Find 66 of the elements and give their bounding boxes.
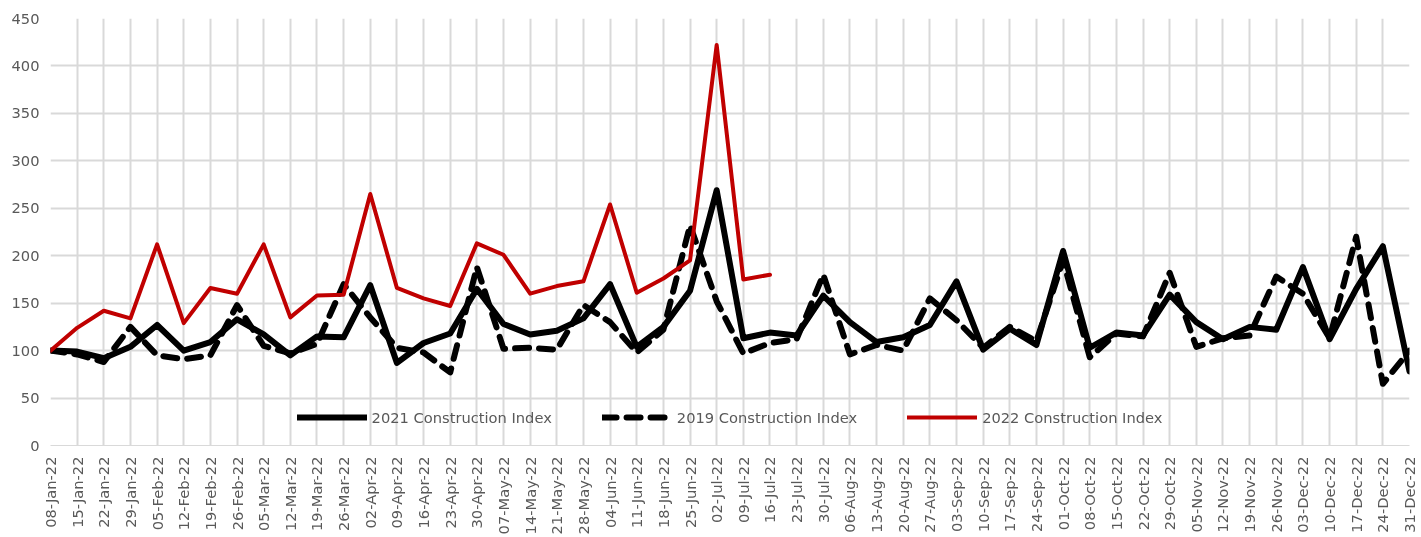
x-tick-label: 30-Jul-22	[814, 456, 832, 523]
y-tick-label: 450	[11, 9, 40, 27]
x-tick-label: 11-Jun-22	[628, 456, 646, 529]
x-tick-label: 13-Aug-22	[868, 456, 886, 533]
x-tick-label: 10-Dec-22	[1321, 456, 1339, 533]
x-tick-label: 09-Apr-22	[388, 456, 406, 529]
x-tick-label: 26-Feb-22	[228, 456, 246, 531]
x-tick-label: 02-Jul-22	[708, 456, 726, 523]
x-tick-label: 05-Feb-22	[148, 456, 166, 531]
legend-label: 2019 Construction Index	[676, 408, 858, 426]
x-tick-label: 29-Oct-22	[1161, 456, 1179, 531]
x-tick-label: 19-Feb-22	[201, 456, 219, 531]
line-series	[50, 43, 772, 353]
x-tick-label: 17-Sep-22	[1001, 456, 1019, 532]
x-tick-label: 23-Jul-22	[788, 456, 806, 523]
x-tick-label: 29-Jan-22	[121, 456, 139, 528]
x-tick-label: 21-May-22	[548, 456, 566, 535]
x-tick-label: 31-Dec-22	[1401, 456, 1418, 533]
x-tick-label: 09-Jul-22	[734, 456, 752, 523]
y-tick-label: 350	[11, 104, 40, 122]
x-tick-label: 12-Mar-22	[281, 456, 299, 532]
x-tick-label: 10-Sep-22	[974, 456, 992, 532]
x-tick-label: 17-Dec-22	[1347, 456, 1365, 533]
x-tick-label: 19-Mar-22	[308, 456, 326, 532]
x-tick-label: 22-Oct-22	[1134, 456, 1152, 531]
x-tick-label: 18-Jun-22	[654, 456, 672, 529]
x-tick-label: 24-Dec-22	[1374, 456, 1392, 533]
x-tick-label: 05-Nov-22	[1187, 456, 1205, 533]
x-tick-label: 25-Jun-22	[681, 456, 699, 529]
x-tick-label: 16-Apr-22	[415, 456, 433, 529]
x-tick-label: 28-May-22	[574, 456, 592, 535]
x-tick-label: 08-Oct-22	[1081, 456, 1099, 531]
y-tick-label: 400	[11, 56, 40, 74]
x-tick-label: 08-Jan-22	[42, 456, 59, 528]
legend-label: 2021 Construction Index	[371, 408, 552, 426]
x-tick-label: 19-Nov-22	[1241, 456, 1259, 533]
y-tick-label: 0	[30, 436, 40, 454]
x-tick-label: 26-Mar-22	[335, 456, 353, 532]
x-tick-label: 22-Jan-22	[95, 456, 113, 528]
x-tick-label: 16-Jul-22	[761, 456, 779, 523]
y-tick-label: 100	[11, 341, 40, 359]
y-tick-label: 200	[11, 246, 40, 264]
x-tick-label: 12-Feb-22	[175, 456, 193, 531]
x-tick-label: 06-Aug-22	[841, 456, 859, 533]
x-tick-label: 24-Sep-22	[1027, 456, 1045, 532]
x-tick-label: 15-Oct-22	[1107, 456, 1125, 531]
x-tick-label: 03-Sep-22	[948, 456, 965, 532]
x-tick-label: 14-May-22	[521, 456, 539, 535]
legend-label: 2022 Construction Index	[982, 408, 1163, 426]
x-tick-label: 27-Aug-22	[921, 456, 939, 533]
y-tick-label: 150	[11, 294, 40, 312]
x-tick-label: 30-Apr-22	[468, 456, 486, 529]
x-tick-label: 26-Nov-22	[1267, 456, 1285, 533]
x-tick-label: 04-Jun-22	[601, 456, 619, 529]
x-tick-label: 05-Mar-22	[255, 456, 273, 532]
y-tick-label: 50	[20, 389, 40, 407]
x-tick-label: 03-Dec-22	[1294, 456, 1312, 533]
x-tick-label: 15-Jan-22	[68, 456, 86, 528]
x-tick-label: 12-Nov-22	[1214, 456, 1232, 533]
x-tick-label: 07-May-22	[495, 456, 512, 535]
x-tick-label: 23-Apr-22	[441, 456, 459, 529]
y-tick-label: 300	[11, 151, 40, 169]
y-tick-label: 250	[11, 199, 40, 217]
x-tick-label: 20-Aug-22	[894, 456, 912, 533]
x-tick-label: 01-Oct-22	[1054, 456, 1072, 531]
x-tick-label: 02-Apr-22	[361, 456, 379, 529]
